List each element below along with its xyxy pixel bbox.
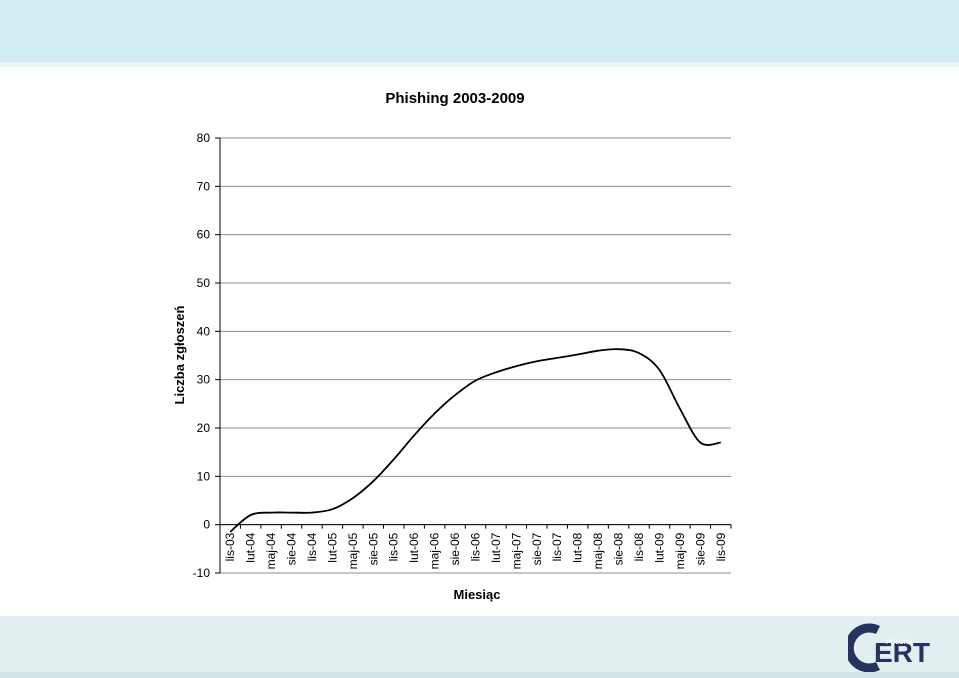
x-tick-label: lut-04 <box>244 532 258 562</box>
footer-band <box>0 616 959 678</box>
chart-area: Phishing 2003-2009 -10 0 10 20 30 40 50 60 70 80 … <box>157 70 802 616</box>
x-tick-label: lut-06 <box>407 532 421 562</box>
x-tick-label: sie-07 <box>530 532 544 565</box>
x-axis-label: Miesiąc <box>454 587 501 602</box>
phishing-chart: Phishing 2003-2009 -1001020304050607080 … <box>172 90 732 602</box>
x-tick-label: lut-07 <box>489 532 503 562</box>
x-tick-label: sie-06 <box>448 532 462 565</box>
y-tick-label: 20 <box>197 421 211 435</box>
y-axis-label: Liczba zgłoszeń <box>172 305 187 404</box>
header-band <box>0 0 959 62</box>
y-tick-label: 40 <box>197 324 211 338</box>
header-divider <box>0 62 959 67</box>
x-tick-label: sie-09 <box>693 532 707 565</box>
x-tick-label: lis-09 <box>714 532 728 561</box>
logo-text-main: ERT <box>874 637 930 668</box>
x-tick-label: lis-03 <box>223 532 237 561</box>
x-tick-label: maj-08 <box>591 532 605 569</box>
x-tick-label: sie-08 <box>612 532 626 565</box>
x-tick-label: maj-06 <box>428 532 442 569</box>
x-tick-label: maj-07 <box>509 532 523 569</box>
x-tick-label: lis-06 <box>469 532 483 561</box>
y-tick-label: 30 <box>197 373 211 387</box>
x-tick-label: maj-04 <box>264 532 278 569</box>
x-tick-label: lut-08 <box>571 532 585 562</box>
x-tick-label: sie-04 <box>285 532 299 565</box>
y-tick-label: 80 <box>197 131 211 145</box>
cert-logo-icon: ERT POLSKA <box>844 623 930 673</box>
x-tick-label: lis-07 <box>550 532 564 561</box>
x-tick-label: lis-05 <box>387 532 401 561</box>
footer-strip <box>0 672 959 678</box>
x-tick-label: lut-05 <box>325 532 339 562</box>
y-tick-label: 70 <box>197 179 211 193</box>
grid-lines <box>220 137 731 574</box>
x-tick-label: lis-08 <box>632 532 646 561</box>
x-tick-label: maj-09 <box>673 532 687 569</box>
y-tick-label: -10 <box>193 566 211 580</box>
chart-title: Phishing 2003-2009 <box>385 90 524 107</box>
series-line <box>229 348 721 533</box>
x-tick-label: lis-04 <box>305 532 319 561</box>
y-tick-label: 50 <box>197 276 211 290</box>
x-tick-label: sie-05 <box>366 532 380 565</box>
logo-text-sub: POLSKA <box>886 639 913 646</box>
x-axis: lis-03 lut-04 maj-04 sie-04 lis-04 lut-05 maj-… <box>219 524 732 569</box>
y-tick-label: 60 <box>197 228 211 242</box>
cert-polska-logo: ERT POLSKA <box>844 622 944 673</box>
y-tick-label: 10 <box>197 469 211 483</box>
y-axis: -10 0 10 20 30 40 50 60 70 80 <box>193 131 221 580</box>
x-tick-label: maj-05 <box>346 532 360 569</box>
y-tick-label: 0 <box>203 518 210 532</box>
x-tick-label: lut-09 <box>652 532 666 562</box>
